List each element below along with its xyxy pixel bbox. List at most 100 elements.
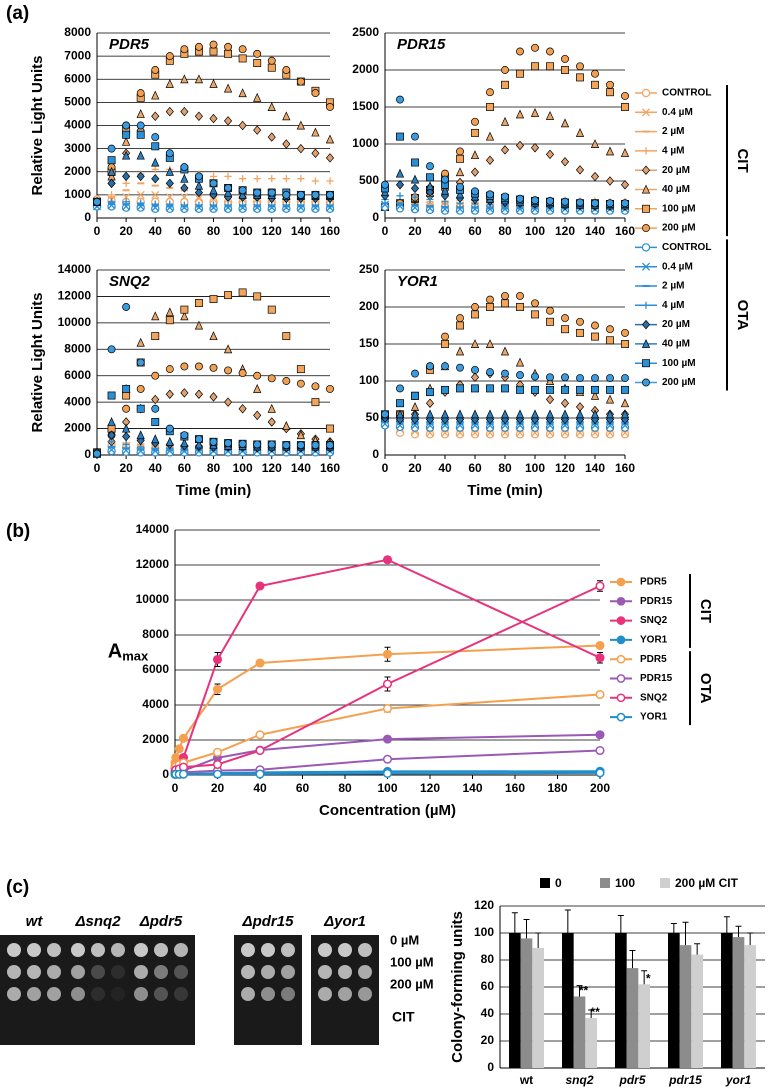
marker bbox=[267, 188, 276, 197]
marker bbox=[441, 175, 449, 184]
marker bbox=[561, 54, 569, 63]
x-tick-label: 160 bbox=[615, 224, 635, 238]
marker bbox=[595, 653, 605, 663]
marker bbox=[255, 581, 265, 591]
x-tick-label: 100 bbox=[525, 461, 545, 475]
marker bbox=[440, 409, 450, 419]
y-tick-label: 100 bbox=[474, 925, 494, 939]
marker bbox=[501, 192, 509, 201]
legend-marker bbox=[641, 243, 651, 252]
marker bbox=[253, 49, 262, 58]
marker bbox=[238, 186, 247, 195]
bar bbox=[638, 984, 650, 1068]
marker bbox=[471, 128, 479, 137]
marker bbox=[239, 175, 247, 183]
x-tick-label: pdr15 bbox=[668, 1073, 702, 1087]
marker bbox=[282, 175, 290, 183]
colony-spot bbox=[318, 965, 332, 979]
marker bbox=[165, 52, 174, 61]
colony-spot bbox=[338, 987, 352, 1001]
marker bbox=[531, 310, 539, 319]
marker bbox=[606, 199, 614, 208]
y-tick-label: 2000 bbox=[142, 732, 169, 746]
marker bbox=[500, 116, 510, 126]
legend-label: PDR5 bbox=[640, 654, 667, 665]
marker bbox=[151, 111, 160, 121]
marker bbox=[455, 167, 465, 177]
marker bbox=[238, 120, 247, 131]
y-tick-label: 2500 bbox=[352, 25, 379, 39]
marker bbox=[382, 679, 393, 689]
legend-marker bbox=[642, 359, 650, 368]
marker bbox=[410, 183, 420, 194]
marker bbox=[326, 103, 334, 111]
concentration-label: 200 µM bbox=[390, 976, 434, 991]
legend-label: 100 µM bbox=[662, 203, 696, 214]
marker bbox=[440, 185, 450, 195]
marker bbox=[296, 77, 305, 86]
x-tick-label: 20 bbox=[408, 461, 422, 475]
marker bbox=[561, 197, 569, 206]
y-tick-label: 20 bbox=[481, 1033, 495, 1047]
marker bbox=[238, 439, 247, 448]
marker bbox=[180, 173, 189, 183]
marker bbox=[501, 80, 509, 89]
marker bbox=[471, 187, 479, 196]
marker bbox=[500, 145, 510, 155]
x-tick-label: 80 bbox=[207, 461, 221, 475]
marker bbox=[165, 166, 174, 176]
colony-spot bbox=[338, 943, 352, 957]
marker bbox=[530, 409, 540, 419]
x-tick-label: 160 bbox=[615, 461, 635, 475]
marker bbox=[546, 62, 554, 71]
panel-label: (a) bbox=[6, 3, 29, 24]
marker bbox=[107, 166, 116, 176]
marker bbox=[253, 175, 261, 183]
marker bbox=[180, 362, 189, 371]
marker bbox=[255, 745, 265, 756]
marker bbox=[545, 149, 555, 160]
concentration-label: 0 µM bbox=[390, 932, 419, 947]
y-tick-label: 0 bbox=[84, 447, 91, 461]
marker bbox=[515, 109, 525, 119]
marker bbox=[576, 328, 584, 337]
marker bbox=[136, 446, 145, 456]
significance: * bbox=[646, 971, 651, 985]
legend-marker bbox=[642, 147, 650, 155]
y-tick-label: 500 bbox=[359, 173, 379, 187]
colony-spot bbox=[47, 965, 61, 979]
strain-label: Δyor1 bbox=[323, 913, 366, 930]
marker bbox=[238, 54, 247, 63]
strain-label: Δpdr15 bbox=[242, 913, 295, 930]
legend-marker bbox=[616, 654, 626, 664]
marker bbox=[178, 769, 189, 779]
strain-label: Δpdr5 bbox=[139, 913, 183, 930]
colony-spot bbox=[27, 987, 41, 1001]
legend-marker bbox=[641, 108, 651, 117]
marker bbox=[606, 325, 614, 334]
marker bbox=[180, 431, 189, 440]
y-axis-label: Colony-forming units bbox=[449, 911, 466, 1063]
marker bbox=[107, 446, 116, 456]
y-tick-label: 2000 bbox=[352, 62, 379, 76]
legend-group-label: OTA bbox=[697, 673, 714, 704]
colony-spot bbox=[261, 943, 275, 957]
legend-label: SNQ2 bbox=[640, 615, 668, 626]
x-tick-label: 60 bbox=[178, 461, 192, 475]
marker bbox=[239, 201, 247, 209]
marker bbox=[456, 182, 464, 191]
marker bbox=[595, 768, 605, 778]
y-tick-label: 12000 bbox=[58, 289, 92, 303]
bar bbox=[732, 937, 745, 1068]
marker bbox=[180, 74, 189, 84]
x-tick-label: 200 bbox=[590, 781, 610, 795]
x-axis-label: Concentration (µM) bbox=[319, 802, 456, 819]
x-tick-label: 140 bbox=[291, 461, 311, 475]
legend-marker bbox=[641, 319, 651, 330]
marker bbox=[296, 190, 305, 199]
legend-label: 40 µM bbox=[662, 339, 690, 350]
colony-spot bbox=[281, 987, 295, 1001]
legend-label: SNQ2 bbox=[640, 692, 668, 703]
marker bbox=[238, 189, 247, 199]
error-bar bbox=[670, 923, 677, 933]
